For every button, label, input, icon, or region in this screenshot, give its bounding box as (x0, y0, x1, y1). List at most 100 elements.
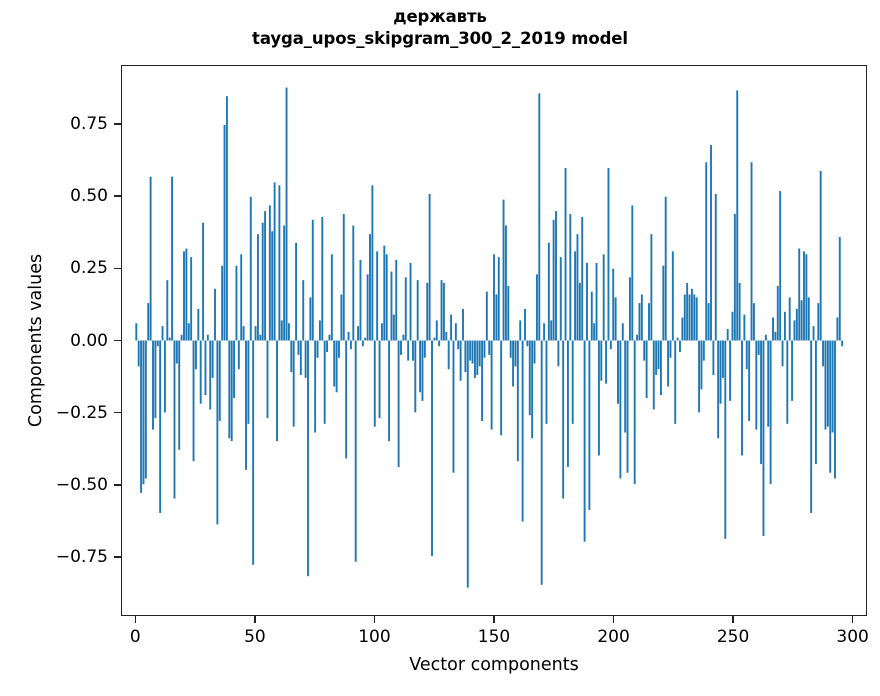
bar (669, 340, 672, 358)
bar (152, 340, 154, 430)
x-tick-label: 0 (129, 627, 141, 647)
bar (648, 303, 650, 341)
bar (297, 340, 300, 355)
bar (442, 283, 445, 341)
bar (507, 285, 510, 341)
y-tick-mark (114, 195, 121, 198)
bar (242, 326, 245, 341)
bar (228, 340, 231, 439)
bar (447, 340, 450, 370)
bar (433, 337, 436, 341)
bar (261, 222, 264, 341)
bar (373, 340, 376, 427)
bar (676, 337, 679, 341)
bar (624, 340, 627, 433)
x-tick-mark (373, 616, 376, 623)
bar (838, 237, 841, 341)
bar (171, 176, 174, 341)
x-axis-label: Vector components (409, 655, 579, 675)
bar (361, 340, 364, 347)
bar (404, 277, 407, 341)
bar (698, 340, 701, 413)
bar (383, 245, 386, 341)
bar (352, 225, 355, 341)
x-tick-mark (612, 616, 615, 623)
bar (628, 277, 631, 341)
bar (407, 340, 410, 361)
bar (636, 334, 639, 341)
bar (197, 308, 200, 341)
bar (726, 329, 729, 341)
bar (137, 340, 140, 367)
y-tick-mark (114, 556, 121, 558)
bar (416, 280, 419, 341)
bar (562, 340, 565, 499)
bar (824, 340, 827, 430)
bar (376, 251, 379, 341)
bar (290, 340, 293, 373)
x-tick-label: 200 (597, 627, 630, 647)
bar (783, 311, 786, 341)
bar (717, 340, 720, 439)
bar (202, 222, 205, 341)
bar (667, 340, 670, 387)
bar (328, 334, 331, 341)
bar (750, 162, 753, 341)
bar (619, 340, 622, 479)
bar (225, 96, 228, 341)
bar (645, 340, 648, 398)
bar (400, 340, 402, 355)
bar (421, 340, 424, 401)
bar (161, 326, 164, 341)
bar (385, 254, 388, 341)
bar (800, 300, 803, 341)
bar (829, 340, 832, 473)
bar (206, 334, 209, 341)
bar (710, 145, 712, 341)
bar (617, 340, 619, 404)
bar (707, 303, 710, 341)
bar (323, 340, 326, 424)
bar (681, 317, 684, 341)
bar (185, 248, 188, 341)
bar (795, 308, 798, 341)
bar (402, 334, 405, 341)
bar (500, 340, 503, 436)
bar (335, 340, 338, 393)
bar (211, 340, 214, 378)
bar (826, 340, 829, 427)
bar (729, 340, 732, 401)
bar (218, 340, 221, 421)
x-tick-label: 150 (477, 627, 511, 647)
bar (276, 340, 278, 442)
bar (621, 323, 624, 341)
bar (473, 340, 476, 378)
bar (547, 242, 550, 341)
bar (359, 260, 362, 341)
bar (380, 323, 383, 341)
bar (545, 340, 548, 424)
bar (614, 297, 617, 341)
y-tick-label: 0.75 (70, 114, 108, 135)
bar (423, 340, 426, 358)
bar (230, 340, 233, 442)
bar (774, 331, 777, 341)
bar (302, 280, 305, 341)
bar (719, 340, 722, 404)
bar (519, 320, 522, 341)
bar (249, 196, 252, 341)
bar (223, 124, 226, 341)
bar (798, 248, 801, 341)
bar (314, 340, 317, 433)
bar (194, 340, 197, 370)
bar (550, 320, 553, 341)
bar (626, 340, 629, 473)
chart-title-line-2: tayga_upos_skipgram_300_2_2019 model (252, 29, 628, 48)
bar (745, 340, 748, 370)
bar (209, 340, 212, 410)
chart-title-line-1: державть (393, 7, 487, 26)
bar (142, 340, 145, 485)
bar (540, 340, 543, 585)
bar (321, 216, 324, 341)
